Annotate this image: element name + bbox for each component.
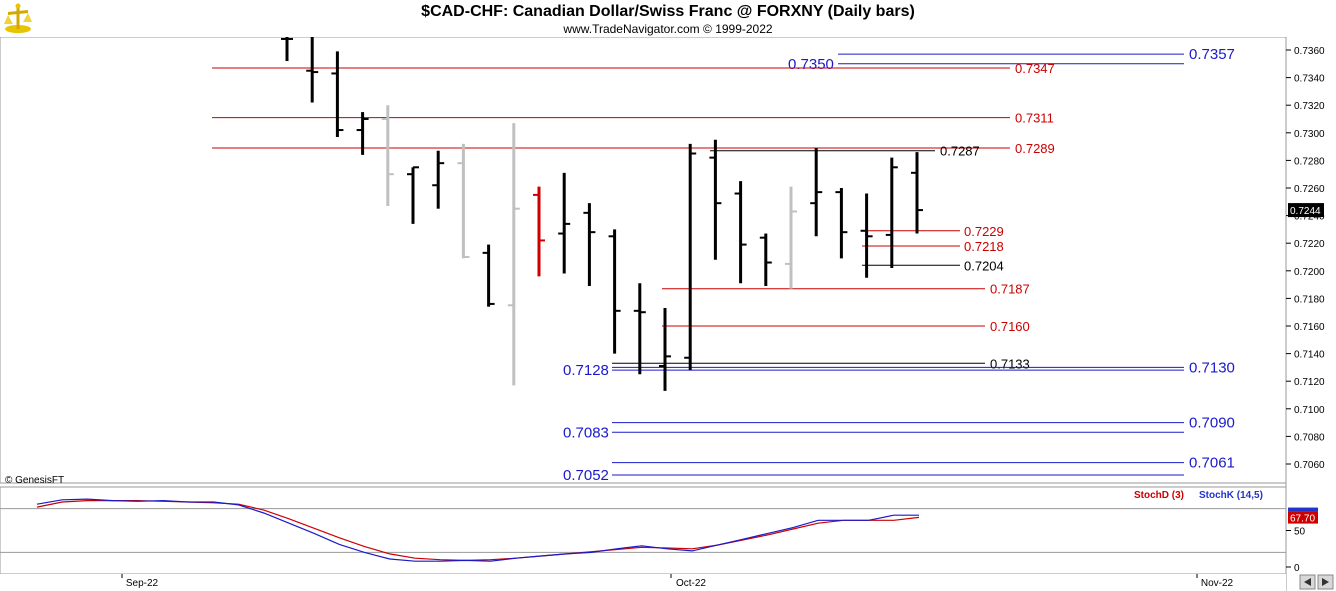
y-tick-label: 0.7360 bbox=[1294, 46, 1325, 57]
price-bar bbox=[633, 283, 646, 375]
y-tick-label: 0.7100 bbox=[1294, 405, 1325, 416]
chart-area: 0.7357 0.7350 0.7347 0.7311 0.7289 0.7287 0.72… bbox=[0, 37, 1336, 591]
y-tick-label: 0.7200 bbox=[1294, 267, 1325, 278]
price-bar bbox=[885, 157, 898, 269]
level-label-0.7133: 0.7133 bbox=[990, 356, 1030, 371]
y-tick-label: 0.7060 bbox=[1294, 460, 1325, 471]
scroll-right-arrow-icon bbox=[1322, 578, 1329, 586]
price-bar bbox=[507, 123, 520, 386]
x-tick-label: Oct-22 bbox=[676, 578, 706, 589]
price-bar bbox=[860, 193, 873, 278]
y-tick-label: 0.7340 bbox=[1294, 74, 1325, 85]
chart-title: $CAD-CHF: Canadian Dollar/Swiss Franc @ … bbox=[421, 3, 915, 20]
price-bar bbox=[381, 105, 394, 206]
level-label-0.7090: 0.7090 bbox=[1189, 415, 1235, 432]
price-bar bbox=[482, 244, 495, 307]
y-tick-label: 0.7140 bbox=[1294, 350, 1325, 361]
price-bar bbox=[533, 186, 545, 277]
price-bar bbox=[432, 150, 445, 209]
level-label-0.7083: 0.7083 bbox=[563, 424, 609, 441]
price-bar bbox=[835, 188, 848, 259]
price-bar bbox=[558, 172, 571, 274]
stochastic-pane: StochD (3) StochK (14,5) 50 0 67.70 bbox=[0, 486, 1318, 575]
level-label-0.7350: 0.7350 bbox=[788, 56, 834, 73]
price-bar bbox=[457, 143, 470, 259]
trade-navigator-logo-icon bbox=[3, 2, 33, 34]
price-bar bbox=[709, 139, 722, 260]
date-axis: Sep-22 Oct-22 Nov-22 bbox=[0, 574, 1286, 591]
level-label-0.7218: 0.7218 bbox=[964, 239, 1004, 254]
y-tick-label: 0.7300 bbox=[1294, 129, 1325, 140]
price-bar bbox=[306, 37, 319, 103]
last-price-box bbox=[1288, 203, 1324, 218]
level-label-0.7130: 0.7130 bbox=[1189, 359, 1235, 376]
level-label-0.7160: 0.7160 bbox=[990, 319, 1030, 334]
y-tick-label: 0.7320 bbox=[1294, 101, 1325, 112]
level-label-0.7229: 0.7229 bbox=[964, 224, 1004, 239]
price-bar bbox=[608, 229, 621, 354]
price-bar bbox=[281, 37, 293, 62]
x-axis-band bbox=[0, 574, 1286, 591]
stoch-k-marker bbox=[1288, 507, 1318, 512]
y-tick-label: 0.7220 bbox=[1294, 239, 1325, 250]
y-tick-label: 0.7240 bbox=[1294, 212, 1325, 223]
y-tick-label: 0.7260 bbox=[1294, 184, 1325, 195]
price-bar bbox=[659, 308, 671, 391]
stoch-series-line bbox=[36, 498, 919, 562]
chart-subtitle: www.TradeNavigator.com © 1999-2022 bbox=[563, 22, 773, 36]
chart-header: $CAD-CHF: Canadian Dollar/Swiss Franc @ … bbox=[0, 0, 1336, 37]
last-price-label: 0.7244 bbox=[1290, 206, 1321, 217]
price-bar bbox=[583, 203, 596, 286]
price-bar bbox=[734, 181, 747, 284]
price-bar bbox=[407, 166, 419, 224]
level-label-0.7311: 0.7311 bbox=[1015, 111, 1054, 126]
level-label-0.7061: 0.7061 bbox=[1189, 455, 1235, 472]
stoch-y-tick-label: 0 bbox=[1294, 563, 1300, 574]
price-bar bbox=[911, 152, 923, 234]
price-bar bbox=[331, 51, 344, 137]
stochd-legend: StochD (3) bbox=[1134, 490, 1184, 501]
y-tick-label: 0.7280 bbox=[1294, 156, 1325, 167]
price-pane bbox=[0, 37, 1287, 591]
price-bar bbox=[684, 143, 697, 371]
level-label-0.7128: 0.7128 bbox=[563, 362, 609, 379]
stochk-legend: StochK (14,5) bbox=[1199, 490, 1263, 501]
x-tick-label: Sep-22 bbox=[126, 578, 159, 589]
watermark: © GenesisFT bbox=[5, 475, 64, 486]
support-resistance-levels: 0.7357 0.7350 0.7347 0.7311 0.7289 0.7287 0.72… bbox=[212, 46, 1235, 484]
price-plot-frame bbox=[0, 37, 1287, 484]
y-tick-label: 0.7180 bbox=[1294, 294, 1325, 305]
level-label-0.7287: 0.7287 bbox=[940, 144, 980, 159]
price-bar bbox=[785, 186, 797, 289]
scroll-left-arrow-icon bbox=[1304, 578, 1311, 586]
y-tick-label: 0.7160 bbox=[1294, 322, 1325, 333]
price-bar bbox=[356, 112, 369, 155]
level-label-0.7289: 0.7289 bbox=[1015, 141, 1055, 156]
price-bars bbox=[281, 37, 923, 391]
stoch-y-tick-label: 50 bbox=[1294, 527, 1306, 538]
stoch-last-value-box bbox=[1288, 511, 1318, 524]
level-label-0.7347: 0.7347 bbox=[1015, 61, 1055, 76]
y-tick-label: 0.7120 bbox=[1294, 377, 1325, 388]
stochastic-frame bbox=[0, 486, 1287, 575]
x-tick-label: Nov-22 bbox=[1201, 578, 1234, 589]
level-label-0.7204: 0.7204 bbox=[964, 258, 1004, 273]
level-label-0.7357: 0.7357 bbox=[1189, 46, 1235, 63]
y-tick-label: 0.7080 bbox=[1294, 432, 1325, 443]
price-axis: 0.7360 0.7340 0.7320 0.7300 0.7280 0.7260 0.72… bbox=[1286, 46, 1325, 471]
price-bar bbox=[810, 147, 823, 237]
level-label-0.7187: 0.7187 bbox=[990, 282, 1030, 297]
level-label-0.7052: 0.7052 bbox=[563, 467, 609, 484]
price-bar bbox=[759, 233, 772, 286]
scroll-controls[interactable] bbox=[1299, 574, 1334, 590]
stoch-last-value-label: 67.70 bbox=[1290, 514, 1315, 525]
